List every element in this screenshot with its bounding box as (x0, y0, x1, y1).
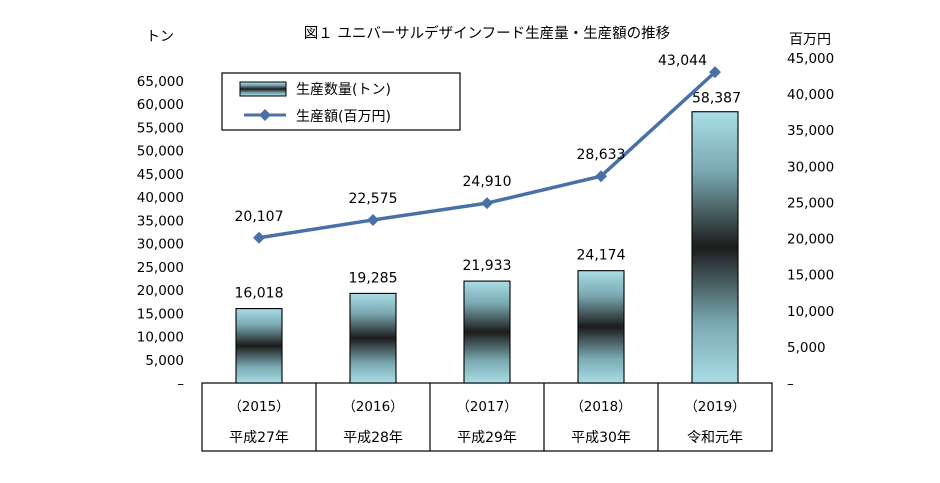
bar (463, 280, 511, 384)
category-year-label: （2016） (342, 399, 403, 415)
bar (235, 308, 283, 384)
line-point (367, 213, 379, 226)
line-point (709, 66, 721, 79)
line-value-label: 24,910 (463, 174, 512, 190)
right-tick-label: – (787, 376, 794, 392)
category-year-label: （2018） (570, 399, 631, 415)
category-era-label: 令和元年 (687, 430, 743, 446)
category-year-label: （2019） (684, 399, 745, 415)
right-tick-label: 35,000 (787, 123, 834, 139)
legend-bar-label: 生産数量(トン) (296, 82, 391, 98)
legend-line-marker (259, 109, 271, 121)
category-era-label: 平成29年 (457, 430, 517, 446)
left-tick-label: 65,000 (137, 74, 184, 90)
category-year-label: （2017） (456, 399, 517, 415)
legend-line-label: 生産額(百万円) (296, 109, 391, 125)
right-tick-label: 5,000 (787, 340, 826, 356)
left-tick-label: 10,000 (137, 330, 184, 346)
line-value-label: 20,107 (235, 209, 284, 225)
line-point (481, 197, 493, 210)
line-value-label: 22,575 (349, 191, 398, 207)
right-tick-label: 25,000 (787, 195, 834, 211)
left-tick-label: 40,000 (137, 190, 184, 206)
category-year-label: （2015） (228, 399, 289, 415)
left-tick-label: 55,000 (137, 120, 184, 136)
category-era-label: 平成28年 (343, 430, 403, 446)
left-axis-ticks: – 5,000 10,000 15,000 20,000 25,000 30,000 35,0… (137, 74, 185, 392)
category-era-label: 平成30年 (571, 430, 631, 446)
bar-value-label: 58,387 (692, 91, 741, 107)
left-axis-unit: トン (146, 29, 174, 45)
line-series: 20,107 22,575 24,910 28,633 43,044 (235, 53, 721, 244)
bar (691, 111, 739, 384)
category-era-label: 平成27年 (229, 430, 289, 446)
bar-value-labels: 16,018 19,285 21,933 24,174 58,387 (235, 91, 742, 302)
left-tick-label: 60,000 (137, 97, 184, 113)
line-point (595, 170, 607, 183)
right-tick-label: 10,000 (787, 304, 834, 320)
left-tick-label: 20,000 (137, 283, 184, 299)
legend-bar-swatch (239, 81, 287, 97)
bar (349, 292, 397, 384)
bar-value-label: 24,174 (577, 248, 626, 264)
chart-title: 図１ ユニバーサルデザインフード生産量・生産額の推移 (304, 24, 670, 42)
bar-value-label: 21,933 (463, 258, 512, 274)
left-tick-label: 15,000 (137, 306, 184, 322)
right-axis-unit: 百万円 (789, 32, 831, 48)
bar-value-label: 16,018 (235, 286, 284, 302)
bar-series (235, 111, 739, 384)
left-tick-label: – (177, 376, 184, 392)
left-tick-label: 50,000 (137, 144, 184, 160)
right-tick-label: 15,000 (787, 268, 834, 284)
right-tick-label: 40,000 (787, 87, 834, 103)
line-value-label: 28,633 (577, 147, 626, 163)
left-tick-label: 5,000 (145, 353, 184, 369)
left-tick-label: 25,000 (137, 260, 184, 276)
bar (577, 270, 625, 384)
category-labels: （2015） 平成27年 （2016） 平成28年 （2017） 平成29年 （2018） 平… (228, 399, 745, 446)
right-tick-label: 30,000 (787, 159, 834, 175)
bar-value-label: 19,285 (349, 270, 398, 286)
right-tick-label: 45,000 (787, 51, 834, 67)
line-value-label: 43,044 (658, 53, 707, 69)
left-tick-label: 45,000 (137, 167, 184, 183)
legend: 生産数量(トン) 生産額(百万円) (221, 72, 461, 131)
left-tick-label: 30,000 (137, 237, 184, 253)
right-axis-ticks: – 5,000 10,000 15,000 20,000 25,000 30,000 35,0… (787, 51, 834, 392)
left-tick-label: 35,000 (137, 213, 184, 229)
right-tick-label: 20,000 (787, 232, 834, 248)
line-point (253, 231, 265, 244)
